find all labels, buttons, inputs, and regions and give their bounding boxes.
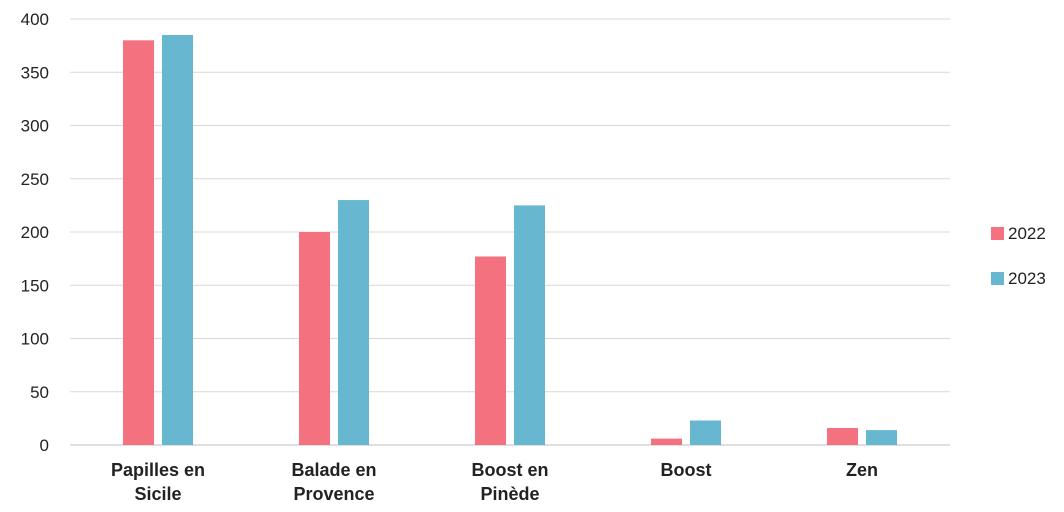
x-category-label-line: Papilles en: [111, 460, 205, 480]
x-category-label-line: Sicile: [134, 484, 181, 504]
bar-2023-1[interactable]: [338, 200, 369, 445]
bar-2023-3[interactable]: [690, 420, 721, 445]
legend-label-2022[interactable]: 2022: [1008, 224, 1046, 243]
gridlines: [70, 18, 950, 446]
y-tick-label-150: 150: [21, 276, 49, 295]
bar-2022-2[interactable]: [475, 256, 506, 445]
x-category-label-line: Pinède: [480, 484, 539, 504]
bar-2023-4[interactable]: [866, 430, 897, 445]
y-tick-label-50: 50: [30, 383, 49, 402]
y-tick-label-0: 0: [40, 436, 49, 455]
x-axis-category-labels: Papilles en Sicile Balade en Provence Boost …: [111, 460, 878, 504]
x-category-label-line: Boost en: [471, 460, 548, 480]
y-tick-label-250: 250: [21, 170, 49, 189]
x-category-label-line: Balade en: [291, 460, 376, 480]
x-category-label-line: Provence: [293, 484, 374, 504]
x-category-label-1: Balade en Provence: [291, 460, 376, 504]
bar-2022-0[interactable]: [123, 40, 154, 446]
bar-2022-4[interactable]: [827, 427, 858, 445]
bar-2023-0[interactable]: [162, 34, 193, 445]
legend[interactable]: 2022 2023: [991, 224, 1046, 288]
bar-2022-1[interactable]: [299, 232, 330, 445]
bars: [123, 34, 897, 446]
x-category-label-2: Boost en Pinède: [471, 460, 548, 504]
y-tick-label-400: 400: [21, 10, 49, 29]
x-category-label-3: Boost: [661, 460, 712, 480]
x-category-label-line: Boost: [661, 460, 712, 480]
y-tick-label-300: 300: [21, 117, 49, 136]
x-category-label-0: Papilles en Sicile: [111, 460, 205, 504]
y-tick-label-200: 200: [21, 223, 49, 242]
x-category-label-4: Zen: [846, 460, 878, 480]
legend-swatch-2022[interactable]: [991, 227, 1004, 240]
bar-2023-2[interactable]: [514, 205, 545, 445]
y-axis-tick-labels: 0 50 100 150 200 250 300 350 400: [21, 10, 49, 455]
legend-swatch-2023[interactable]: [991, 272, 1004, 285]
bar-2022-3[interactable]: [651, 438, 682, 445]
x-category-label-line: Zen: [846, 460, 878, 480]
y-tick-label-100: 100: [21, 330, 49, 349]
legend-label-2023[interactable]: 2023: [1008, 269, 1046, 288]
y-tick-label-350: 350: [21, 63, 49, 82]
